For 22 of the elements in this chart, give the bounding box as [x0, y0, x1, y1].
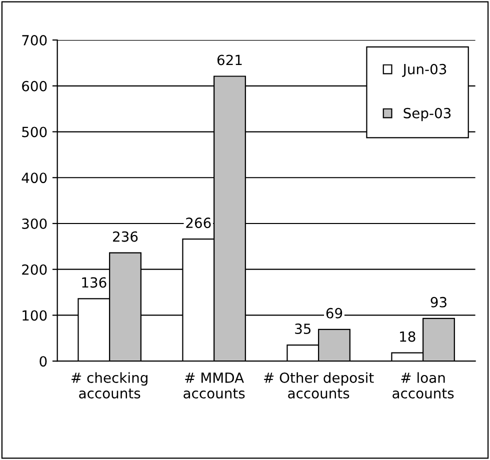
y-tick-label: 700	[22, 34, 47, 46]
y-tick-label: 300	[22, 218, 47, 229]
data-label: 136	[82, 277, 106, 288]
data-label: 93	[430, 296, 446, 308]
y-tick-label: 100	[22, 310, 47, 321]
data-label: 69	[326, 308, 342, 318]
data-label: 266	[186, 218, 211, 228]
data-label: 35	[295, 324, 311, 334]
x-tick-label: # checking accounts	[72, 372, 148, 399]
y-tick-label: 600	[22, 80, 47, 92]
y-tick-label: 0	[40, 356, 47, 367]
legend-label: Jun-03	[402, 64, 446, 77]
x-tick-label: # MMDA accounts	[184, 372, 245, 399]
y-tick-label: 200	[22, 264, 47, 275]
data-label: 621	[217, 54, 242, 66]
x-tick-label: # loan accounts	[392, 372, 454, 399]
x-tick-label: # Other deposit accounts	[264, 372, 374, 399]
legend-label: Sep-03	[404, 108, 451, 122]
y-tick-label: 400	[22, 172, 47, 184]
data-label: 18	[400, 331, 416, 342]
data-label: 236	[113, 231, 138, 242]
y-tick-label: 500	[22, 126, 47, 138]
